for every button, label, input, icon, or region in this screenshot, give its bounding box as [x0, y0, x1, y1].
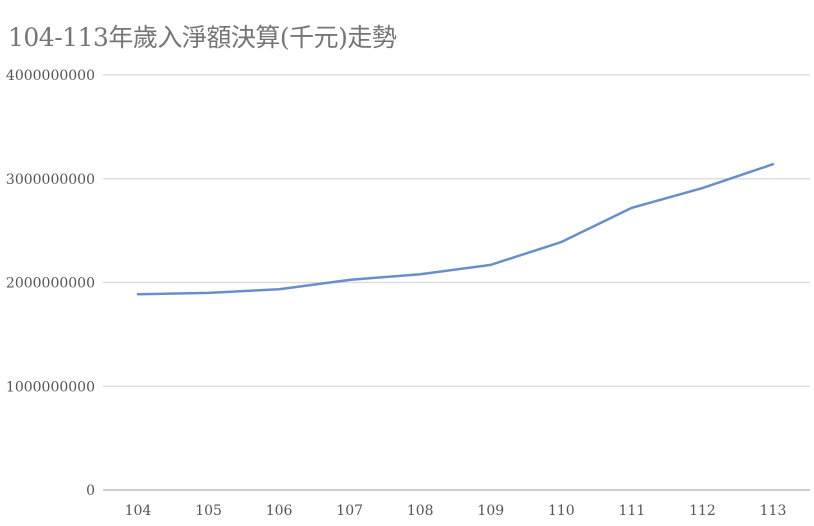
x-tick-label: 110	[548, 503, 575, 519]
data-point	[208, 292, 210, 294]
data-point	[772, 163, 774, 165]
x-tick-label: 113	[760, 503, 787, 519]
data-point	[560, 241, 562, 243]
x-tick-label: 112	[689, 503, 716, 519]
x-tick-label: 108	[407, 503, 434, 519]
x-tick-label: 107	[336, 503, 363, 519]
x-tick-label: 111	[619, 503, 646, 519]
y-tick-label: 0	[86, 483, 95, 499]
y-tick-label: 2000000000	[6, 276, 95, 292]
data-point	[349, 279, 351, 281]
data-point	[490, 264, 492, 266]
x-tick-label: 104	[125, 503, 152, 519]
data-point	[419, 273, 421, 275]
x-tick-label: 109	[477, 503, 504, 519]
y-tick-label: 3000000000	[6, 172, 95, 188]
y-tick-label: 1000000000	[6, 379, 95, 395]
data-point	[631, 207, 633, 209]
series-line	[136, 162, 775, 296]
data-point	[278, 288, 280, 290]
x-tick-label: 106	[266, 503, 293, 519]
data-point	[701, 187, 703, 189]
data-point	[137, 293, 139, 295]
x-tick-label: 105	[195, 503, 222, 519]
chart-title: 104-113年歲入淨額決算(千元)走勢	[8, 23, 397, 52]
y-tick-label: 4000000000	[6, 68, 95, 84]
